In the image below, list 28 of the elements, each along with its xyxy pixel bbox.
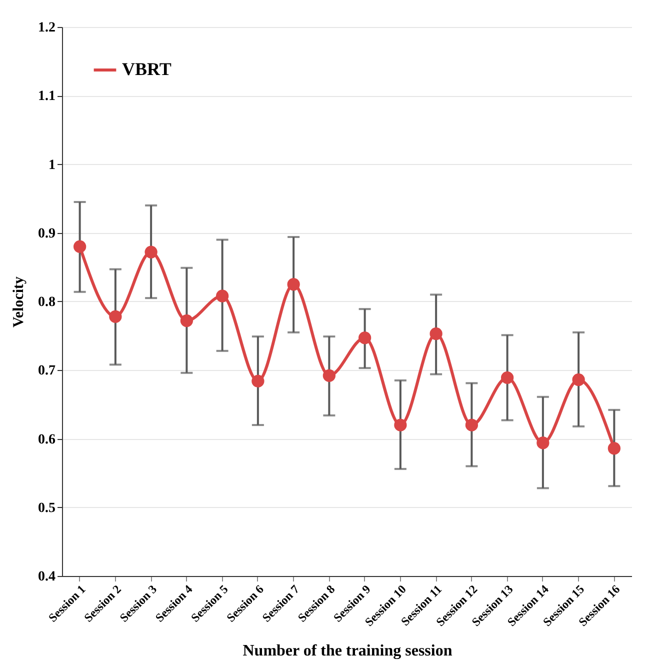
point [500,371,514,384]
point [252,374,264,388]
x-axis-title: Number of the training session [242,642,452,660]
y-tick-label: 0.6 [38,432,56,448]
point [430,327,442,340]
y-tick-label: 1.2 [38,20,56,36]
point [608,442,621,455]
y-tick-label: 0.5 [38,500,56,516]
y-tick-label: 0.8 [38,295,56,310]
point [216,290,229,302]
point [287,278,300,291]
point [180,314,194,328]
point [394,418,407,432]
y-tick-label: 0.9 [38,226,56,242]
y-tick-label: 1 [48,158,56,173]
legend-label: VBRT [122,59,172,79]
point [572,373,585,386]
point [358,332,372,344]
point [465,418,478,432]
point [109,310,122,323]
point [322,369,336,382]
y-tick-label: 0.4 [38,570,56,584]
point [73,240,86,253]
y-axis-title: Velocity [11,276,27,328]
point [144,246,158,258]
point [536,436,550,450]
y-tick-label: 0.7 [38,364,56,379]
y-tick-label: 1.1 [38,89,56,104]
